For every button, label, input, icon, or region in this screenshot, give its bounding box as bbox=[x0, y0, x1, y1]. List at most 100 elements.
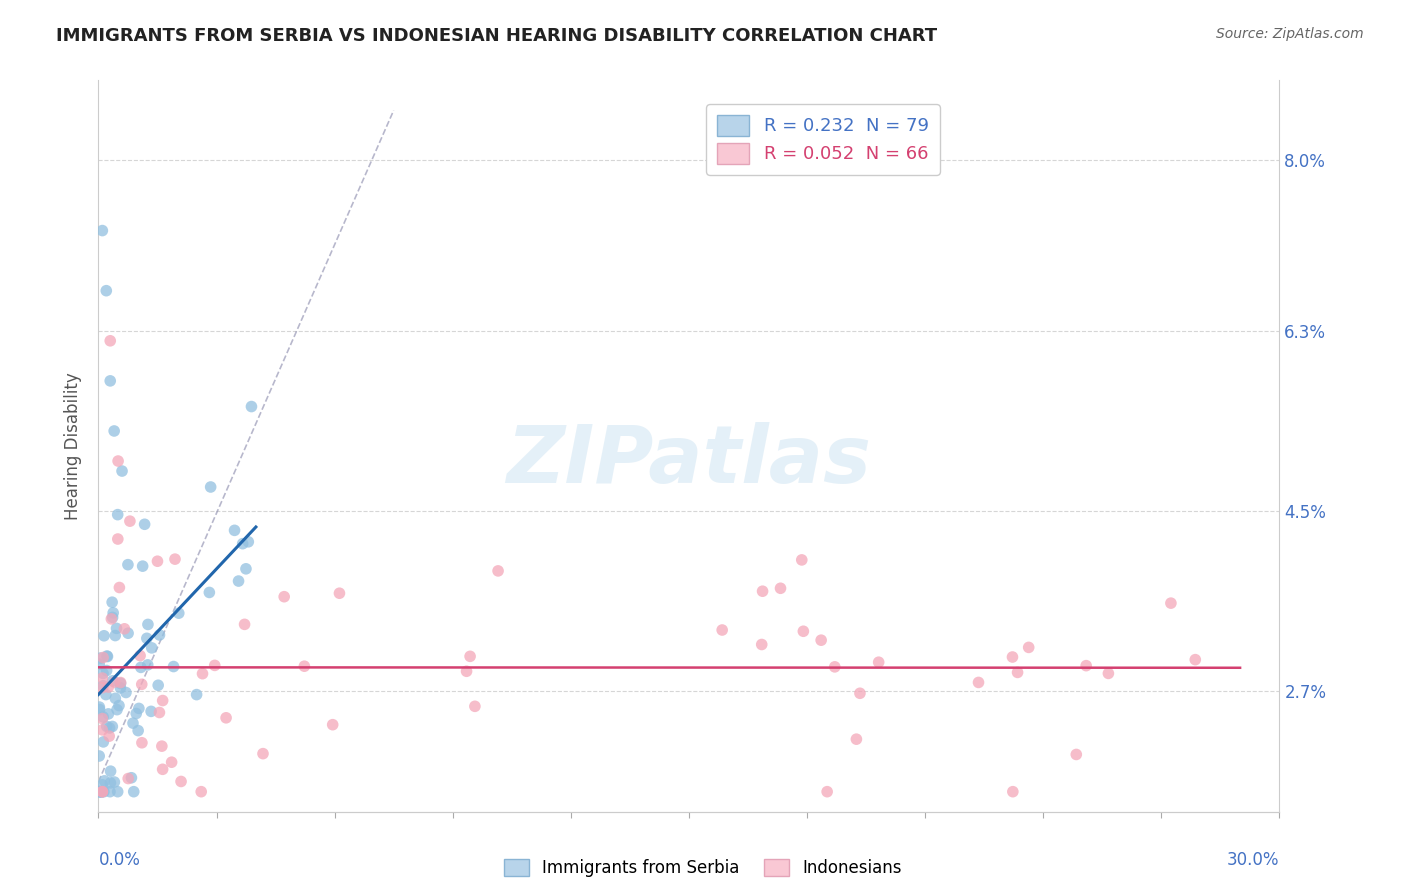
Point bbox=[170, 774, 193, 789]
Point bbox=[89, 785, 111, 799]
Point bbox=[108, 581, 131, 595]
Point bbox=[89, 657, 111, 672]
Point bbox=[824, 660, 846, 674]
Point bbox=[238, 534, 260, 549]
Point bbox=[162, 659, 184, 673]
Point bbox=[103, 424, 125, 438]
Point bbox=[1007, 665, 1029, 680]
Point bbox=[117, 626, 139, 640]
Point bbox=[131, 736, 153, 750]
Point bbox=[91, 735, 114, 749]
Point bbox=[100, 776, 122, 790]
Point bbox=[967, 675, 990, 690]
Point bbox=[190, 785, 212, 799]
Point bbox=[98, 785, 121, 799]
Point bbox=[273, 590, 295, 604]
Point bbox=[91, 666, 114, 681]
Point bbox=[104, 691, 127, 706]
Point bbox=[98, 374, 121, 388]
Point bbox=[110, 675, 132, 690]
Point bbox=[792, 624, 814, 639]
Text: 30.0%: 30.0% bbox=[1227, 851, 1279, 869]
Point bbox=[101, 673, 124, 688]
Point bbox=[91, 785, 114, 799]
Point bbox=[292, 659, 315, 673]
Point bbox=[215, 711, 238, 725]
Point bbox=[160, 755, 183, 769]
Point bbox=[152, 762, 174, 776]
Point bbox=[152, 693, 174, 707]
Y-axis label: Hearing Disability: Hearing Disability bbox=[65, 372, 83, 520]
Point bbox=[108, 698, 131, 713]
Point bbox=[89, 749, 111, 764]
Point bbox=[186, 688, 208, 702]
Point bbox=[769, 582, 792, 596]
Point bbox=[90, 785, 112, 799]
Point bbox=[107, 532, 129, 546]
Point bbox=[105, 621, 128, 635]
Point bbox=[456, 665, 478, 679]
Point bbox=[96, 649, 118, 664]
Point bbox=[868, 655, 890, 669]
Point bbox=[129, 648, 152, 663]
Point bbox=[125, 706, 148, 721]
Text: ZIPatlas: ZIPatlas bbox=[506, 422, 872, 500]
Point bbox=[115, 685, 138, 699]
Point bbox=[1076, 658, 1098, 673]
Text: 0.0%: 0.0% bbox=[98, 851, 141, 869]
Point bbox=[233, 617, 256, 632]
Point bbox=[100, 612, 122, 626]
Point bbox=[252, 747, 274, 761]
Point bbox=[89, 702, 111, 716]
Point bbox=[1184, 653, 1206, 667]
Point bbox=[91, 223, 114, 237]
Point bbox=[103, 775, 125, 789]
Point bbox=[224, 524, 246, 538]
Point bbox=[129, 660, 152, 674]
Point bbox=[128, 701, 150, 715]
Point bbox=[107, 508, 129, 522]
Point bbox=[131, 677, 153, 691]
Point bbox=[235, 562, 257, 576]
Point bbox=[486, 564, 509, 578]
Point bbox=[751, 638, 773, 652]
Point bbox=[107, 785, 129, 799]
Point bbox=[232, 537, 254, 551]
Point bbox=[136, 617, 159, 632]
Point bbox=[91, 785, 114, 799]
Point bbox=[91, 778, 114, 792]
Point bbox=[103, 675, 125, 690]
Point bbox=[91, 723, 114, 737]
Point bbox=[97, 706, 120, 721]
Point bbox=[90, 785, 112, 799]
Point bbox=[198, 585, 221, 599]
Point bbox=[148, 628, 170, 642]
Point bbox=[150, 739, 173, 753]
Text: IMMIGRANTS FROM SERBIA VS INDONESIAN HEARING DISABILITY CORRELATION CHART: IMMIGRANTS FROM SERBIA VS INDONESIAN HEA… bbox=[56, 27, 938, 45]
Point bbox=[711, 623, 734, 637]
Point bbox=[1064, 747, 1087, 762]
Point bbox=[100, 764, 122, 779]
Point bbox=[114, 622, 136, 636]
Point bbox=[751, 584, 773, 599]
Point bbox=[790, 553, 813, 567]
Point bbox=[111, 464, 134, 478]
Legend: R = 0.232  N = 79, R = 0.052  N = 66: R = 0.232 N = 79, R = 0.052 N = 66 bbox=[706, 104, 939, 175]
Point bbox=[91, 679, 114, 693]
Point bbox=[148, 706, 170, 720]
Point bbox=[89, 700, 111, 714]
Point bbox=[105, 703, 128, 717]
Point bbox=[96, 719, 118, 733]
Point bbox=[107, 454, 129, 468]
Point bbox=[101, 595, 124, 609]
Point bbox=[163, 552, 186, 566]
Point bbox=[458, 649, 481, 664]
Point bbox=[139, 705, 162, 719]
Point bbox=[91, 681, 114, 695]
Point bbox=[204, 658, 226, 673]
Point bbox=[93, 629, 115, 643]
Point bbox=[1097, 666, 1119, 681]
Point bbox=[135, 632, 157, 646]
Point bbox=[98, 334, 121, 348]
Point bbox=[1160, 596, 1182, 610]
